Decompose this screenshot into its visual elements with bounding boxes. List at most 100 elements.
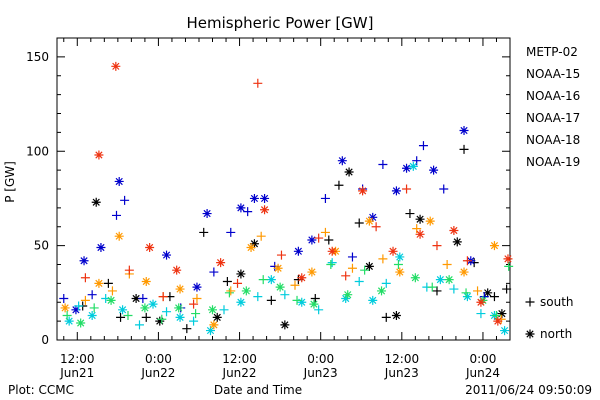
- data-point-south: [158, 292, 168, 302]
- legend-entry: NOAA-17: [526, 111, 580, 125]
- x-axis: 12:00Jun210:00Jun2212:00Jun220:00Jun2312…: [59, 38, 511, 380]
- data-point-north: [449, 226, 459, 236]
- data-point-south: [141, 312, 151, 322]
- data-point-south: [393, 260, 403, 269]
- data-point-south: [326, 260, 336, 269]
- data-point-south: [258, 275, 268, 285]
- y-axis: 0 50 100 150: [26, 37, 511, 347]
- data-point-north: [368, 212, 378, 222]
- data-point-south: [473, 286, 483, 296]
- data-point-south: [402, 184, 412, 194]
- legend-north-marker: [525, 329, 535, 339]
- data-point-north: [280, 320, 290, 330]
- data-point-south: [462, 256, 472, 266]
- x-tick-label-date: Jun21: [59, 366, 94, 380]
- data-point-south: [192, 293, 202, 303]
- data-point-south: [162, 307, 172, 317]
- data-point-north: [241, 286, 251, 296]
- data-point-north: [162, 250, 172, 260]
- data-point-south: [371, 222, 381, 232]
- data-point-south: [347, 252, 357, 262]
- data-point-south: [189, 316, 199, 326]
- y-tick-label: 150: [26, 50, 49, 64]
- data-point-north: [140, 303, 150, 313]
- data-point-south: [280, 290, 290, 300]
- x-tick-label-time: 12:00: [385, 352, 420, 366]
- data-point-north: [236, 269, 246, 279]
- data-point-south: [59, 293, 69, 303]
- data-point-north: [260, 193, 270, 203]
- data-point-north: [273, 263, 283, 273]
- legend: METP-02 NOAA-15 NOAA-16 NOAA-17 NOAA-18 NOAA-…: [526, 45, 580, 169]
- legend-entry: NOAA-18: [526, 133, 580, 147]
- x-tick-label-date: Jun23: [384, 366, 419, 380]
- data-point-north: [368, 295, 378, 305]
- data-point-north: [358, 186, 368, 196]
- data-point-north: [377, 286, 387, 296]
- data-point-north: [275, 282, 285, 292]
- plot-timestamp: 2011/06/24 09:50:09: [465, 383, 592, 397]
- data-point-north: [96, 243, 106, 253]
- data-point-south: [80, 273, 90, 283]
- data-point-south: [74, 301, 84, 311]
- data-point-south: [182, 324, 192, 334]
- data-point-south: [461, 288, 471, 298]
- data-point-south: [442, 260, 452, 269]
- data-point-south: [354, 276, 364, 286]
- data-point-north: [497, 309, 507, 319]
- x-axis-label: Date and Time: [214, 383, 302, 397]
- data-point-north: [111, 61, 121, 71]
- data-point-north: [192, 282, 202, 292]
- data-point-north: [500, 326, 510, 336]
- data-point-north: [208, 305, 218, 315]
- series-noaa-18: [60, 216, 506, 330]
- data-point-south: [226, 227, 236, 237]
- x-tick-label-time: 12:00: [222, 352, 257, 366]
- data-point-north: [114, 176, 124, 186]
- data-point-south: [504, 261, 514, 271]
- data-point-north: [209, 320, 219, 330]
- data-point-south: [381, 312, 391, 322]
- data-point-south: [62, 310, 72, 320]
- y-tick-label: 100: [26, 144, 49, 158]
- data-point-north: [476, 297, 486, 307]
- data-point-north: [246, 243, 256, 253]
- data-point-north: [297, 297, 307, 307]
- data-point-north: [64, 316, 74, 326]
- data-point-south: [233, 278, 243, 288]
- data-point-north: [297, 273, 307, 283]
- data-point-north: [94, 150, 104, 160]
- data-point-north: [459, 125, 469, 135]
- data-point-south: [290, 280, 300, 290]
- data-point-south: [327, 258, 337, 268]
- data-point-north: [307, 267, 317, 277]
- data-point-south: [243, 207, 253, 217]
- data-point-north: [155, 316, 165, 326]
- data-point-north: [76, 318, 86, 328]
- data-point-south: [405, 209, 415, 219]
- data-point-south: [116, 312, 126, 322]
- data-point-north: [236, 297, 246, 307]
- x-tick-label-time: 0:00: [469, 352, 496, 366]
- data-point-south: [476, 309, 486, 319]
- data-point-north: [309, 299, 319, 309]
- data-point-south: [253, 78, 263, 88]
- data-point-north: [106, 295, 116, 305]
- data-point-north: [435, 275, 445, 285]
- data-point-south: [107, 286, 117, 296]
- data-point-south: [432, 286, 442, 296]
- data-point-south: [157, 314, 167, 324]
- data-point-north: [425, 216, 435, 226]
- data-point-south: [111, 210, 121, 220]
- x-tick-label-date: Jun22: [140, 366, 175, 380]
- data-point-south: [502, 284, 512, 294]
- data-point-south: [381, 278, 391, 288]
- data-point-south: [310, 293, 320, 303]
- data-point-south: [209, 267, 219, 277]
- data-point-north: [364, 216, 374, 226]
- legend-entry: METP-02: [526, 45, 578, 59]
- data-point-north: [141, 276, 151, 286]
- legend-entry: NOAA-19: [526, 155, 580, 169]
- data-point-south: [439, 184, 449, 194]
- data-point-north: [415, 229, 425, 239]
